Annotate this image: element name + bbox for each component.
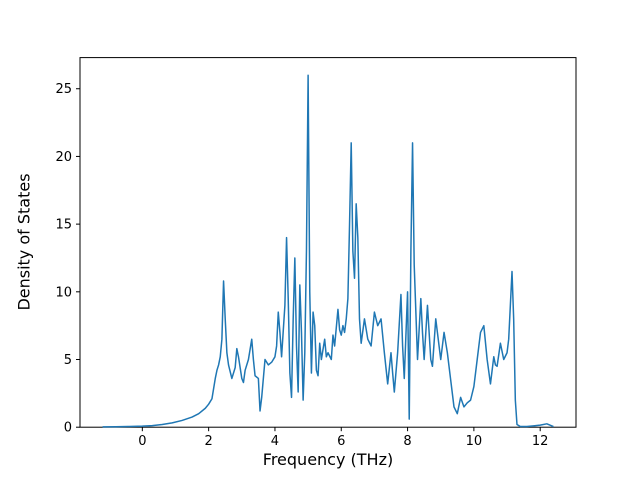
y-tick-label: 20 (55, 150, 72, 165)
x-tick-label: 12 (532, 434, 549, 449)
x-tick-label: 6 (337, 434, 345, 449)
x-tick-label: 2 (205, 434, 213, 449)
y-tick-label: 15 (55, 218, 72, 233)
x-tick-label: 4 (271, 434, 279, 449)
y-tick-label: 5 (64, 353, 72, 368)
y-tick-label: 25 (55, 82, 72, 97)
dos-line-series (102, 74, 554, 428)
x-axis-label: Frequency (THz) (262, 450, 394, 469)
y-tick-label: 10 (55, 285, 72, 300)
y-axis-label: Density of States (14, 173, 34, 311)
y-tick-label: 0 (64, 421, 72, 436)
x-tick-label: 0 (138, 434, 146, 449)
x-tick-label: 8 (403, 434, 411, 449)
x-tick-label: 10 (466, 434, 483, 449)
axes-frame (79, 57, 577, 428)
